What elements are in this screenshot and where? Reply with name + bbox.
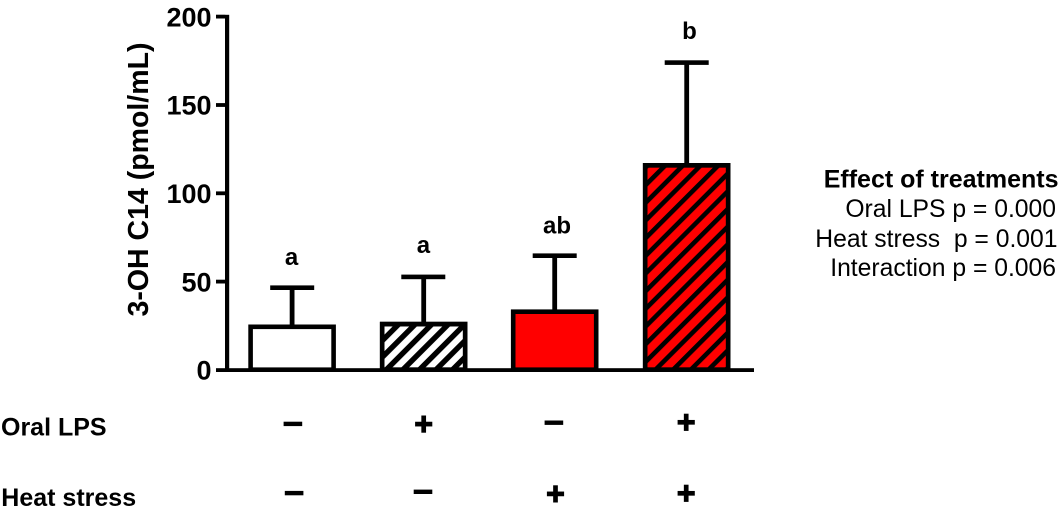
svg-text:100: 100 <box>166 179 211 209</box>
svg-text:150: 150 <box>166 91 211 121</box>
svg-text:a: a <box>285 244 299 271</box>
svg-text:Interaction p = 0.006: Interaction p = 0.006 <box>830 255 1056 282</box>
svg-text:Heat stress: Heat stress <box>1 484 136 512</box>
svg-text:200: 200 <box>166 2 211 32</box>
svg-text:Oral LPS: Oral LPS <box>1 414 107 442</box>
svg-text:50: 50 <box>181 267 211 297</box>
svg-text:ab: ab <box>543 212 571 239</box>
svg-text:Heat stress p = 0.001: Heat stress p = 0.001 <box>815 226 1057 253</box>
svg-text:3-OH C14 (pmol/mL): 3-OH C14 (pmol/mL) <box>123 43 155 317</box>
svg-text:a: a <box>417 232 431 259</box>
svg-text:b: b <box>682 18 697 45</box>
svg-text:Effect of treatments: Effect of treatments <box>824 166 1059 194</box>
svg-text:Oral LPS p = 0.000: Oral LPS p = 0.000 <box>845 196 1056 223</box>
svg-text:0: 0 <box>196 356 211 386</box>
